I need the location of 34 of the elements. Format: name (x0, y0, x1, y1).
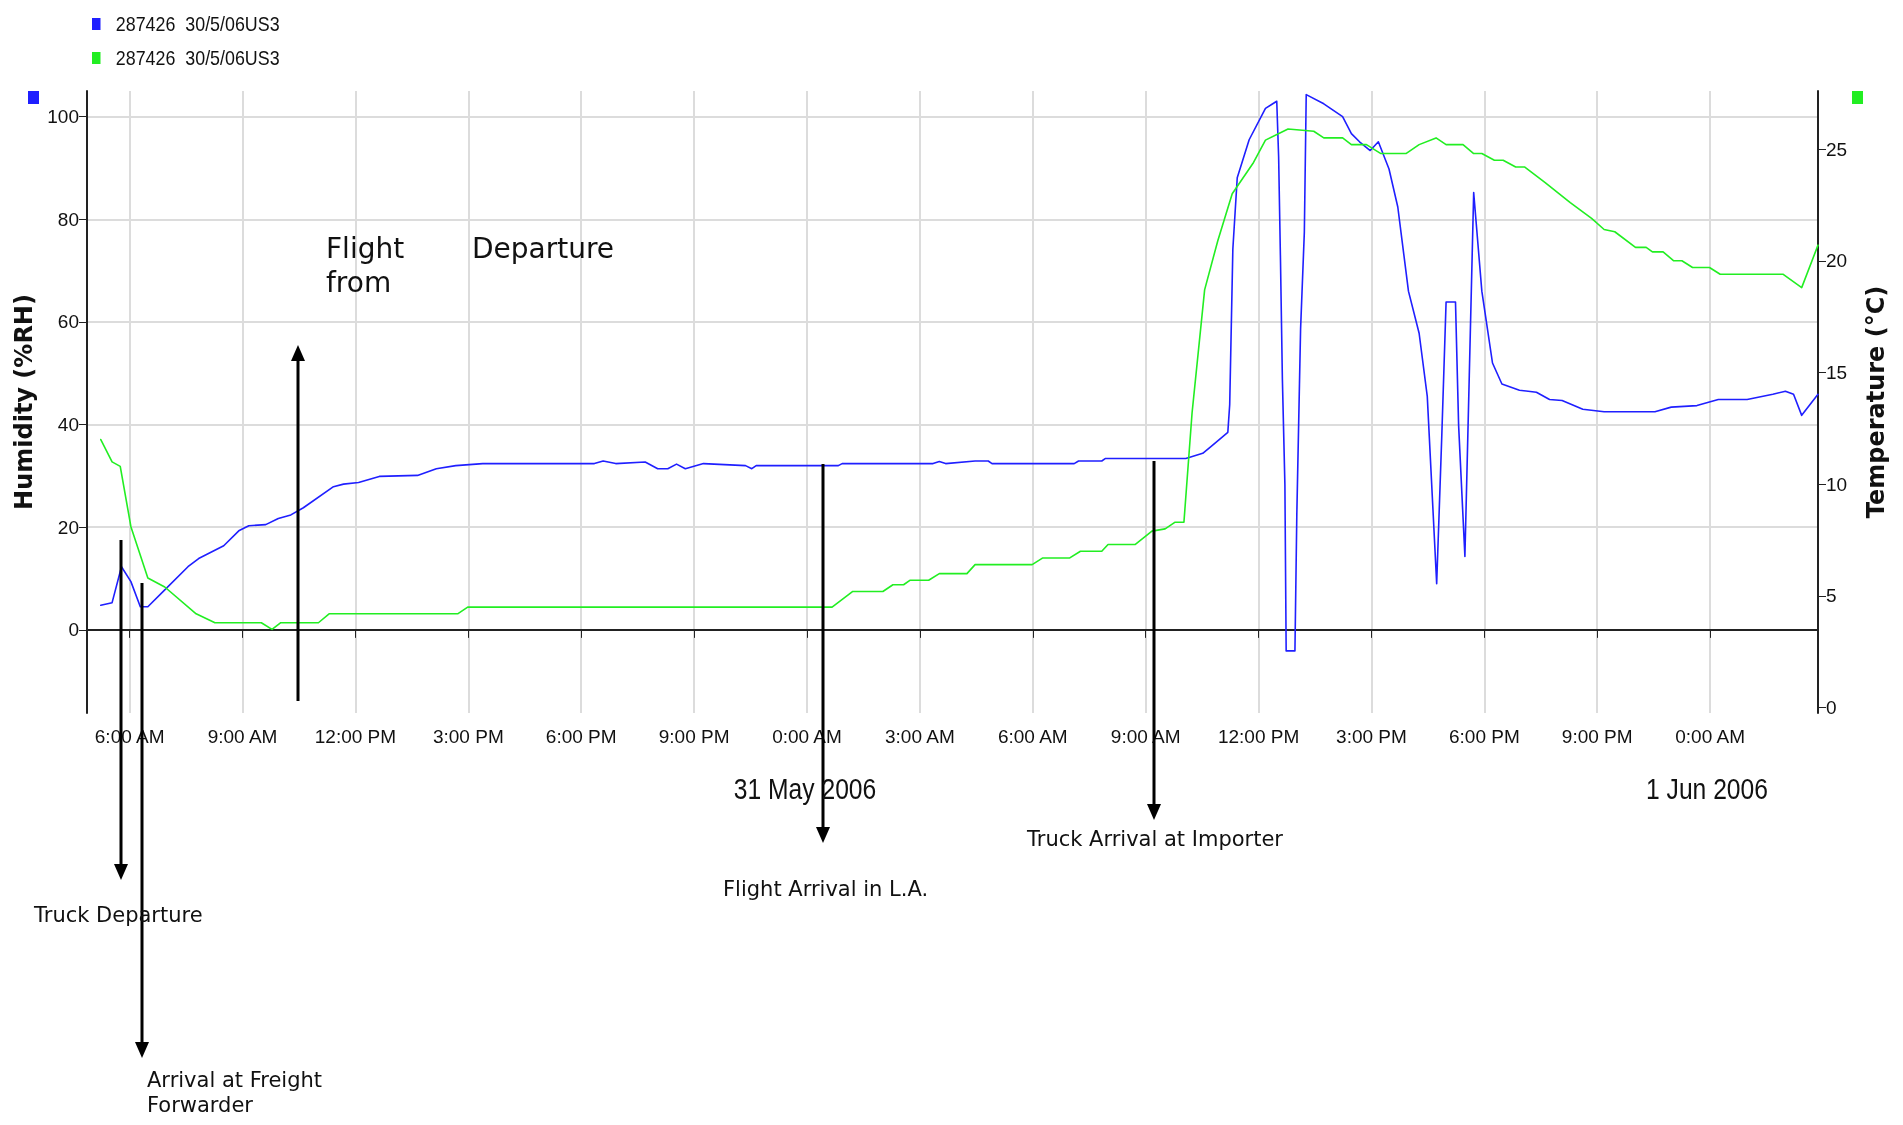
text: Arrival at Freight Forwarder (147, 1068, 324, 1119)
annotation: Flight from (326, 232, 406, 300)
x-tick-label: 9:00 PM (1561, 726, 1633, 747)
y-tick-label: 100 (47, 106, 79, 128)
y-axis-title: Humidity (%RH) (10, 294, 39, 510)
legend-label: 287426 30/5/06US3 (115, 46, 280, 70)
y-tick-label: 20 (57, 516, 79, 538)
x-tick-label: 3:00 PM (1336, 726, 1407, 747)
x-tick-label: 12:00 PM (1217, 726, 1300, 747)
y2-tick-label: 5 (1826, 585, 1837, 607)
annotation: Departure (472, 232, 616, 266)
text: Flight Arrival in L.A. (723, 877, 930, 903)
y-tick-label: 0 (68, 619, 79, 641)
text: Truck Arrival at Importer (1027, 827, 1284, 853)
text: 1 Jun 2006 (1645, 772, 1769, 807)
y-tick-label: 80 (57, 208, 79, 230)
y2-tick-label: 15 (1826, 362, 1848, 384)
x-tick-label: 6:00 AM (997, 726, 1068, 747)
x-tick-label: 6:00 PM (545, 726, 617, 747)
y2-tick-label: 20 (1826, 250, 1848, 272)
x-tick-label: 3:00 PM (432, 726, 504, 747)
y2-tick-label: 10 (1826, 473, 1848, 495)
y-tick-label: 40 (57, 414, 79, 436)
x-tick-label: 3:00 AM (885, 726, 955, 747)
x-tick-label: 12:00 PM (314, 726, 397, 747)
x-tick-label: 9:00 PM (658, 726, 730, 747)
x-tick-label: 0:00 AM (1675, 726, 1745, 747)
legend-label: 287426 30/5/06US3 (115, 12, 280, 36)
x-tick-label: 9:00 AM (207, 726, 278, 747)
y2-axis-title: Temperature (°C) (1862, 285, 1890, 519)
x-tick-label: 6:00 PM (1448, 726, 1520, 747)
y2-tick-label: 0 (1826, 697, 1837, 719)
y2-tick-label: 25 (1826, 138, 1848, 160)
y-tick-label: 60 (57, 311, 79, 333)
